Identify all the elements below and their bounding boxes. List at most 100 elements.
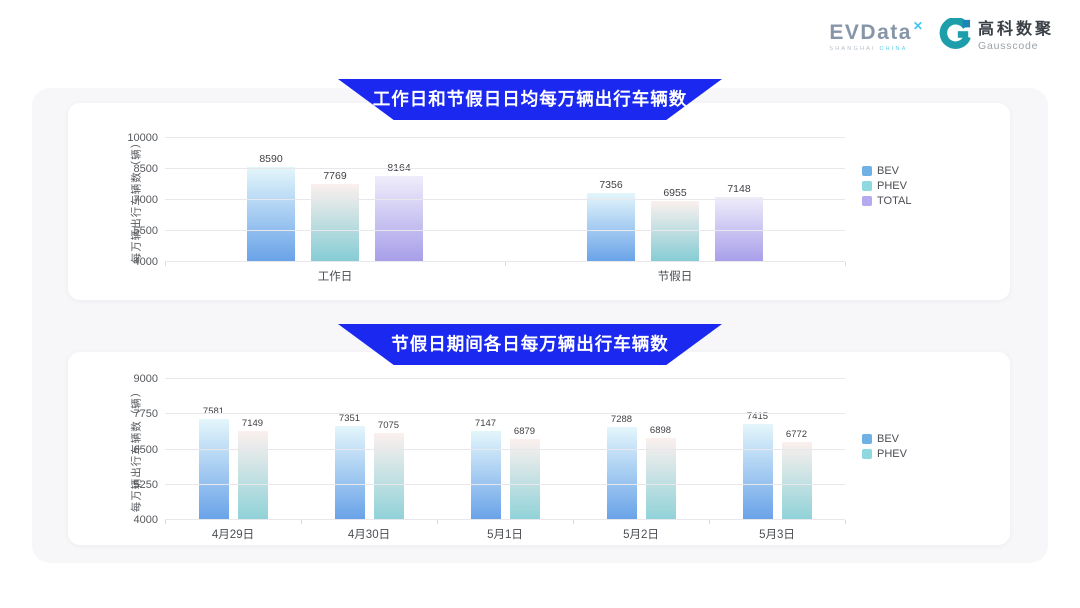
y-tick-label: 7000 xyxy=(133,194,158,206)
legend-item: BEV xyxy=(862,165,911,177)
y-tick-label: 7750 xyxy=(133,408,158,421)
bar-groups: 8590 7769 8164 工作日 7356 6955 7148 节假日 xyxy=(165,138,845,283)
bar-cell: 7769 xyxy=(311,138,359,262)
gridline xyxy=(165,413,845,415)
chart1-card: 每万辆出行车辆数（辆） 4000 5500 7000 8500 10000 8590 77… xyxy=(68,103,1010,300)
bar-value-label: 8164 xyxy=(387,161,411,174)
evdata-tagline: SHANGHAI CHINA xyxy=(829,46,907,52)
bar-cell: 7356 xyxy=(587,138,635,262)
bar-total xyxy=(375,175,423,262)
bar-value-label: 7356 xyxy=(599,178,623,191)
bar-bev xyxy=(247,167,295,262)
bar-phev xyxy=(373,433,404,520)
chart2-card: 每万辆出行车辆数（辆） 4000 5250 6500 7750 9000 7581 714… xyxy=(68,352,1010,545)
bar-value-label: 7075 xyxy=(377,420,400,432)
legend-label: BEV xyxy=(877,165,900,177)
bar-groups: 7581 7149 4月29日 7351 7075 4月30日 7147 6879 5月1日 72… xyxy=(165,379,845,541)
bar-bev xyxy=(587,192,635,262)
bar-value-label: 7415 xyxy=(746,410,769,422)
plot-area: 8590 7769 8164 工作日 7356 6955 7148 节假日 xyxy=(165,137,846,283)
x-category-label: 5月1日 xyxy=(487,529,523,541)
chart1-legend: BEV PHEV TOTAL xyxy=(862,165,911,207)
chart1-y-axis: 4000 5500 7000 8500 10000 xyxy=(96,132,158,268)
chart2-title-banner: 节假日期间各日每万辆出行车辆数 xyxy=(338,324,722,365)
y-tick-label: 6500 xyxy=(133,443,158,456)
legend-item: PHEV xyxy=(862,180,911,192)
x-axis-tick xyxy=(573,520,574,524)
bar-value-label: 7769 xyxy=(323,170,347,183)
x-category-label: 4月30日 xyxy=(347,529,391,541)
gausscode-g-icon xyxy=(939,17,971,55)
bar-total xyxy=(715,196,763,262)
bar-cell: 7288 xyxy=(606,379,637,520)
y-tick-label: 8500 xyxy=(133,163,158,175)
gausscode-cn-text: 高科数聚 xyxy=(977,21,1054,39)
gausscode-en-text: Gausscode xyxy=(977,39,1039,52)
gridline xyxy=(165,378,845,379)
bar-group: 7581 7149 4月29日 xyxy=(198,379,268,541)
gridline xyxy=(165,519,845,520)
x-axis-tick xyxy=(165,262,166,266)
bar-group: 7351 7075 4月30日 xyxy=(334,379,404,541)
bar-value-label: 6879 xyxy=(513,425,536,437)
legend-swatch xyxy=(862,434,872,444)
bar-bev xyxy=(198,419,229,520)
bar-cell: 6955 xyxy=(651,138,699,262)
bar-group: 7288 6898 5月2日 xyxy=(606,379,676,541)
bar-cell: 7147 xyxy=(470,379,501,520)
bar-group: 7356 6955 7148 节假日 xyxy=(587,138,763,283)
evdata-x-icon: ✕ xyxy=(912,18,923,33)
bar-bev xyxy=(470,431,501,520)
chart1-title: 工作日和节假日日均每万辆出行车辆数 xyxy=(372,89,688,109)
gridline xyxy=(165,137,845,138)
bar-value-label: 6898 xyxy=(649,425,672,437)
bar-phev xyxy=(237,431,268,520)
bar-cell: 7148 xyxy=(715,138,763,262)
y-tick-label: 5250 xyxy=(133,478,158,491)
bar-value-label: 6772 xyxy=(785,428,808,440)
x-category-label: 节假日 xyxy=(657,271,693,283)
bar-cell: 7149 xyxy=(237,379,268,520)
x-category-label: 工作日 xyxy=(317,271,353,283)
bar-phev xyxy=(781,441,812,520)
bar-group: 7415 6772 5月3日 xyxy=(742,379,812,541)
x-axis-tick xyxy=(845,262,846,266)
bar-group: 8590 7769 8164 工作日 xyxy=(247,138,423,283)
chart1: 每万辆出行车辆数（辆） 4000 5500 7000 8500 10000 8590 77… xyxy=(68,103,1010,300)
chart2-legend: BEV PHEV xyxy=(862,433,907,460)
evdata-logo-text: EVData xyxy=(829,20,912,44)
bar-cell: 7415 xyxy=(742,379,773,520)
bar-cell: 7075 xyxy=(373,379,404,520)
bar-value-label: 7149 xyxy=(241,418,264,430)
x-axis-tick xyxy=(301,520,302,524)
bar-cell: 6879 xyxy=(509,379,540,520)
bar-cell: 8164 xyxy=(375,138,423,262)
y-tick-label: 10000 xyxy=(127,132,158,144)
legend-label: PHEV xyxy=(877,180,907,192)
gausscode-logo: 高科数聚 Gausscode xyxy=(939,17,1054,55)
bar-value-label: 7288 xyxy=(610,414,633,426)
y-tick-label: 5500 xyxy=(133,225,158,237)
bar-phev xyxy=(311,184,359,262)
y-tick-label: 4000 xyxy=(133,256,158,268)
bar-phev xyxy=(509,438,540,520)
x-axis-tick xyxy=(709,520,710,524)
bar-value-label: 6955 xyxy=(663,186,687,199)
bar-cell: 7581 xyxy=(198,379,229,520)
evdata-logo: EVData ✕ SHANGHAI CHINA xyxy=(829,18,923,52)
bar-value-label: 7351 xyxy=(338,412,361,424)
chart1-title-banner: 工作日和节假日日均每万辆出行车辆数 xyxy=(338,79,722,120)
chart2-title: 节假日期间各日每万辆出行车辆数 xyxy=(391,334,669,354)
x-category-label: 4月29日 xyxy=(211,529,255,541)
evdata-tagline-left: SHANGHAI xyxy=(829,45,876,52)
x-category-label: 5月3日 xyxy=(759,529,795,541)
legend-swatch xyxy=(862,196,872,206)
y-tick-label: 4000 xyxy=(133,514,158,526)
header-logos: EVData ✕ SHANGHAI CHINA 高科数聚 Gausscode xyxy=(829,17,1054,55)
legend-item: BEV xyxy=(862,433,907,445)
bar-bev xyxy=(606,427,637,520)
bar-group: 7147 6879 5月1日 xyxy=(470,379,540,541)
bar-bev xyxy=(742,423,773,520)
gridline xyxy=(165,168,845,169)
x-axis-tick xyxy=(845,520,846,524)
